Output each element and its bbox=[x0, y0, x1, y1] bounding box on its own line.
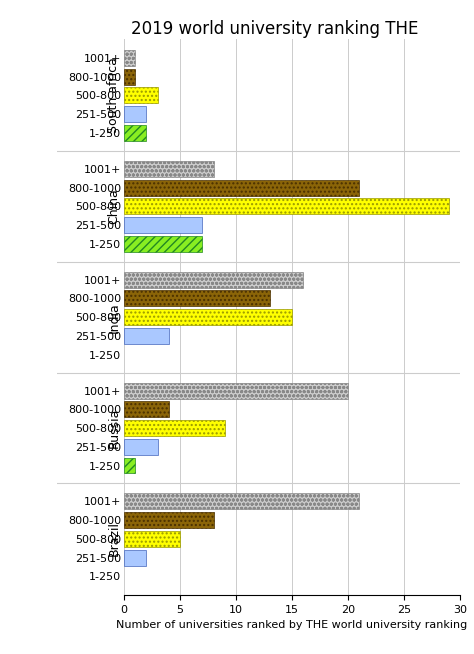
Text: South africa: South africa bbox=[108, 58, 120, 133]
Bar bbox=[124, 309, 292, 325]
Bar bbox=[124, 217, 202, 233]
Bar bbox=[124, 439, 157, 455]
Bar bbox=[124, 458, 135, 473]
Bar bbox=[124, 272, 303, 288]
Bar bbox=[124, 383, 348, 398]
Text: Russia: Russia bbox=[108, 408, 120, 448]
Bar bbox=[124, 512, 214, 528]
Bar bbox=[124, 69, 135, 84]
X-axis label: Number of universities ranked by THE world university ranking: Number of universities ranked by THE wor… bbox=[116, 621, 467, 630]
Bar bbox=[124, 161, 214, 177]
Bar bbox=[124, 88, 157, 103]
Bar bbox=[124, 494, 359, 509]
Bar bbox=[124, 125, 146, 141]
Text: Brazil: Brazil bbox=[108, 521, 120, 557]
Bar bbox=[124, 236, 202, 252]
Bar bbox=[124, 290, 270, 307]
Bar bbox=[124, 550, 146, 566]
Bar bbox=[124, 180, 359, 196]
Bar bbox=[124, 198, 448, 215]
Bar bbox=[124, 531, 180, 547]
Bar bbox=[124, 50, 135, 66]
Text: China: China bbox=[108, 188, 120, 224]
Bar bbox=[124, 328, 169, 344]
Text: India: India bbox=[108, 301, 120, 333]
Bar bbox=[124, 402, 169, 417]
Text: 2019 world university ranking THE: 2019 world university ranking THE bbox=[131, 20, 419, 38]
Bar bbox=[124, 420, 225, 436]
Bar bbox=[124, 106, 146, 122]
